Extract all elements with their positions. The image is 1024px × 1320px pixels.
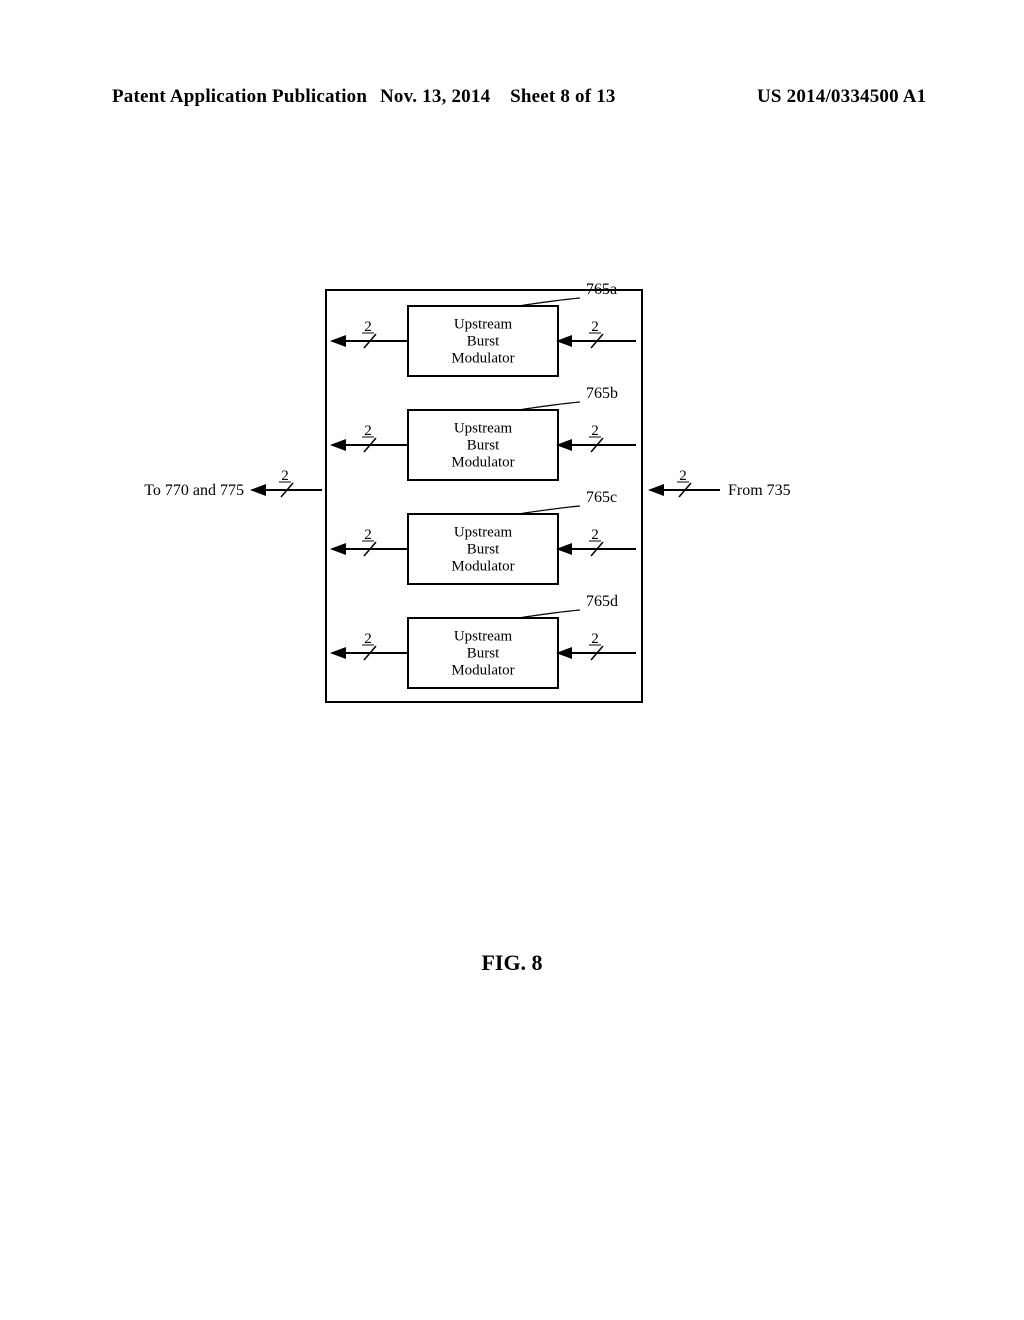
leader-line [518,610,580,618]
block-label-line: Upstream [454,525,513,541]
figure-label: FIG. 8 [0,950,1024,976]
block-label-line: Modulator [451,455,514,471]
external-right-label: From 735 [728,482,791,499]
block-label-line: Upstream [454,317,513,333]
ref-label: 765a [586,281,617,298]
block-label-line: Modulator [451,559,514,575]
block-label-line: Burst [467,438,500,454]
block-label-line: Upstream [454,629,513,645]
block-label-line: Burst [467,646,500,662]
leader-line [518,506,580,514]
block-label-line: Modulator [451,351,514,367]
external-left-label: To 770 and 775 [144,482,244,499]
ref-label: 765d [586,593,618,610]
block-label-line: Burst [467,542,500,558]
page: Patent Application Publication Nov. 13, … [0,0,1024,1320]
block-diagram: UpstreamBurstModulator765a22UpstreamBurs… [0,0,1024,1320]
leader-line [518,402,580,410]
block-label-line: Burst [467,334,500,350]
ref-label: 765c [586,489,617,506]
block-label-line: Upstream [454,421,513,437]
ref-label: 765b [586,385,618,402]
leader-line [518,298,580,306]
block-label-line: Modulator [451,663,514,679]
